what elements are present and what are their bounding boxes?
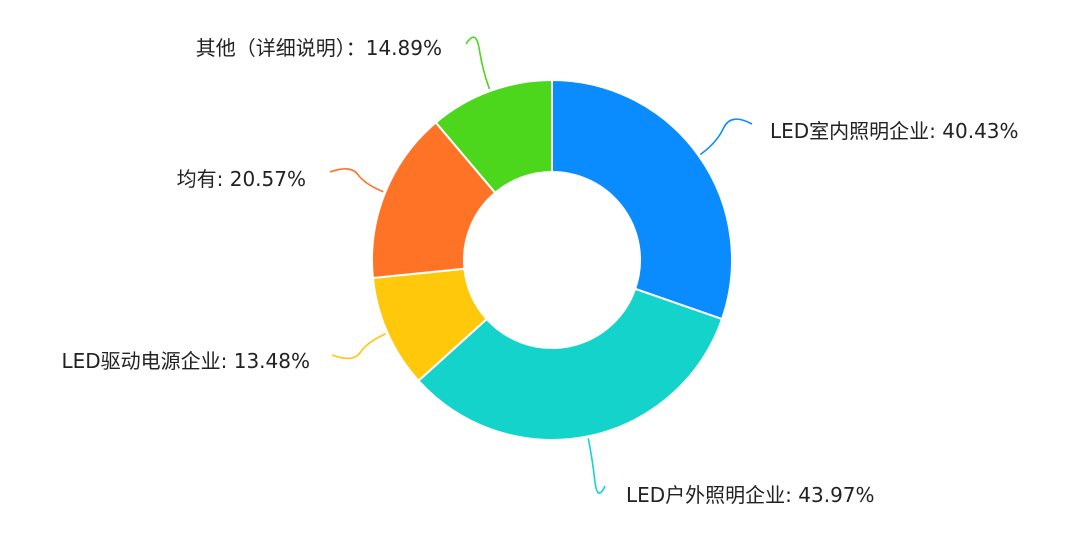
slice-label-5: 其他（详细说明）：14.89% (196, 36, 442, 60)
leader-line-4 (329, 168, 384, 193)
donut-slice-5[interactable] (434, 78, 553, 195)
slices-layer (371, 78, 733, 441)
slice-label-2: LED户外照明企业: 43.97% (626, 483, 875, 507)
leader-line-3 (331, 333, 386, 360)
leader-line-5 (465, 36, 491, 90)
leader-lines-layer (329, 36, 753, 494)
donut-slice-2[interactable] (417, 287, 724, 441)
slice-label-4: 均有: 20.57% (177, 167, 306, 191)
slice-labels-layer: LED室内照明企业: 40.43% LED户外照明企业: 43.97% LED驱动电… (61, 36, 1018, 507)
leader-line-2 (587, 438, 606, 494)
slice-label-3: LED驱动电源企业: 13.48% (61, 349, 310, 373)
donut-slice-4[interactable] (371, 121, 497, 280)
donut-slice-1[interactable] (551, 78, 733, 321)
leader-line-1 (699, 118, 753, 156)
slice-label-1: LED室内照明企业: 40.43% (770, 119, 1019, 143)
